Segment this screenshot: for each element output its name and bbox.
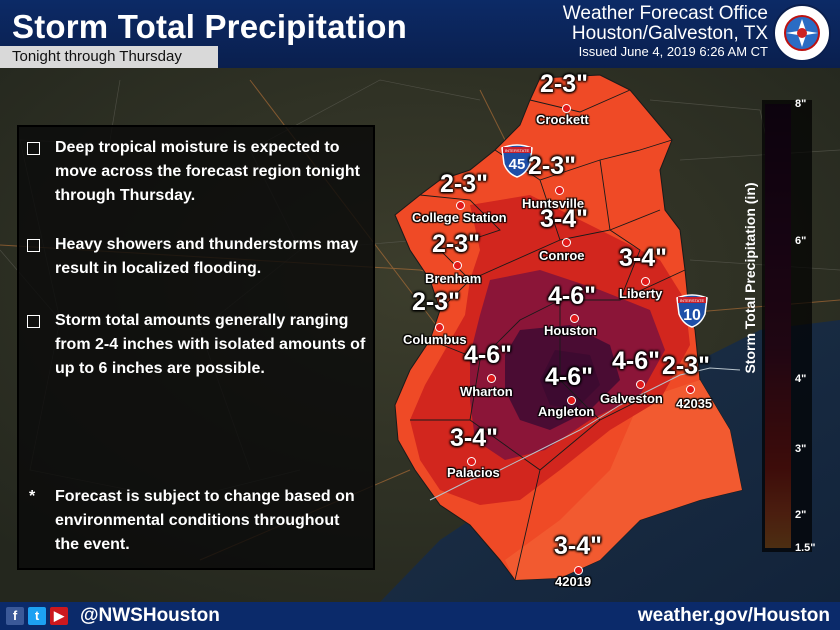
buoy-42035-label: 42035 — [676, 396, 713, 411]
marker-brenham — [453, 261, 462, 270]
amount-college-station: 2-3" — [440, 170, 488, 198]
checkbox-icon — [27, 315, 40, 328]
amount-palacios: 3-4" — [450, 424, 498, 452]
city-brenham: Brenham — [425, 271, 482, 286]
marker-conroe — [562, 238, 571, 247]
marker-columbus — [435, 323, 444, 332]
region-peak-2 — [540, 350, 600, 410]
office-line-2: Houston/Galveston, TX — [571, 23, 768, 44]
bullet-flooding: Heavy showers and thunderstorms may resu… — [27, 233, 367, 281]
marker-college-station — [456, 201, 465, 210]
city-college-station: College Station — [412, 210, 507, 225]
marker-huntsville — [555, 186, 564, 195]
city-columbus: Columbus — [403, 332, 467, 347]
amount-brenham: 2-3" — [432, 230, 480, 258]
city-galveston: Galveston — [600, 391, 663, 406]
amount-buoy-42019: 3-4" — [554, 532, 602, 560]
marker-galveston — [636, 380, 645, 389]
shield-label: INTERSTATE — [680, 298, 705, 303]
buoy-42019-label: 42019 — [555, 574, 592, 589]
city-houston: Houston — [544, 323, 597, 338]
forecast-note: * Forecast is subject to change based on… — [27, 485, 367, 557]
interstate-45-number: 45 — [509, 156, 526, 173]
shield-label: INTERSTATE — [505, 148, 530, 153]
header-bar: Storm Total Precipitation Tonight throug… — [0, 0, 840, 68]
office-line-1: Weather Forecast Office — [562, 3, 768, 24]
amount-galveston: 4-6" — [612, 347, 660, 375]
legend-tick-8: 8" — [795, 98, 807, 110]
footer-bar: f t ▶ @NWSHouston weather.gov/Houston — [0, 602, 840, 630]
amount-liberty: 3-4" — [619, 244, 667, 272]
office-name: Weather Forecast Office Houston/Galvesto… — [563, 4, 768, 44]
website-link[interactable]: weather.gov/Houston — [637, 605, 830, 626]
nws-seal-icon — [773, 4, 831, 62]
amount-angleton: 4-6" — [545, 363, 593, 391]
page-title: Storm Total Precipitation — [12, 8, 407, 45]
social-icons: f t ▶ — [6, 607, 68, 625]
city-crockett: Crockett — [536, 112, 589, 127]
legend-tick-4: 4" — [795, 373, 807, 385]
checkbox-icon — [27, 239, 40, 252]
city-conroe: Conroe — [539, 248, 585, 263]
marker-houston — [570, 314, 579, 323]
social-handle[interactable]: @NWSHouston — [80, 605, 220, 626]
marker-buoy-42019 — [574, 566, 583, 575]
amount-conroe: 3-4" — [540, 205, 588, 233]
youtube-icon[interactable]: ▶ — [50, 607, 68, 625]
marker-angleton — [567, 396, 576, 405]
amount-crockett: 2-3" — [540, 70, 588, 98]
legend-panel — [762, 100, 812, 552]
city-wharton: Wharton — [460, 384, 513, 399]
legend-title: Storm Total Precipitation (in) — [742, 182, 758, 374]
amount-buoy-42035: 2-3" — [662, 352, 710, 380]
marker-liberty — [641, 277, 650, 286]
city-liberty: Liberty — [619, 286, 663, 301]
checkbox-icon — [27, 142, 40, 155]
interstate-10-shield-icon: INTERSTATE 10 — [676, 294, 708, 328]
legend-tick-6: 6" — [795, 235, 807, 247]
issued-time: Issued June 4, 2019 6:26 AM CT — [578, 44, 768, 59]
interstate-10-number: 10 — [683, 307, 701, 324]
marker-palacios — [467, 457, 476, 466]
coastline — [429, 367, 741, 501]
city-palacios: Palacios — [447, 465, 500, 480]
marker-buoy-42035 — [686, 385, 695, 394]
info-panel: Deep tropical moisture is expected to mo… — [17, 125, 375, 570]
amount-houston: 4-6" — [548, 282, 596, 310]
city-huntsville: Huntsville — [522, 196, 585, 211]
amount-wharton: 4-6" — [464, 341, 512, 369]
twitter-icon[interactable]: t — [28, 607, 46, 625]
bullet-moisture: Deep tropical moisture is expected to mo… — [27, 136, 367, 208]
page-subtitle: Tonight through Thursday — [0, 46, 218, 68]
interstate-45-shield-icon: INTERSTATE 45 — [501, 144, 533, 178]
asterisk-mark: * — [29, 488, 36, 505]
facebook-icon[interactable]: f — [6, 607, 24, 625]
bullet-amounts: Storm total amounts generally ranging fr… — [27, 309, 367, 381]
amount-columbus: 2-3" — [412, 288, 460, 316]
marker-crockett — [562, 104, 571, 113]
legend-tick-3: 3" — [795, 443, 807, 455]
legend-tick-1-5: 1.5" — [795, 542, 816, 554]
marker-wharton — [487, 374, 496, 383]
amount-huntsville: 2-3" — [528, 152, 576, 180]
city-angleton: Angleton — [538, 404, 595, 419]
region-gulf-3-4 — [505, 380, 742, 580]
legend-tick-2: 2" — [795, 509, 807, 521]
